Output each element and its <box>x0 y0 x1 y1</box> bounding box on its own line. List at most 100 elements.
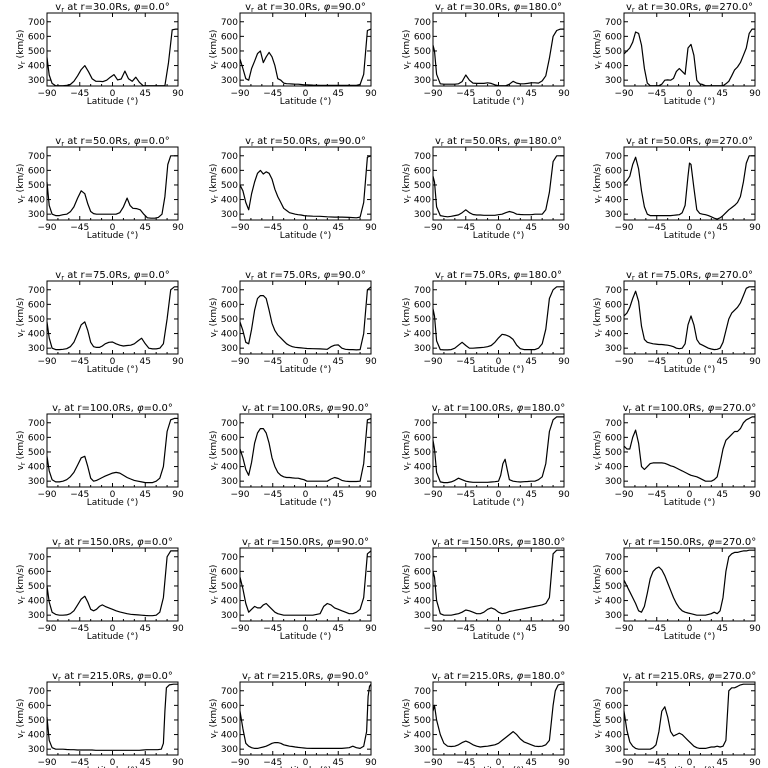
x-tick-label: 90 <box>365 357 377 367</box>
panel-r75.0-phi270.0: vr at r=75.0Rs, φ=270.0°300400500600700−… <box>593 270 761 375</box>
title-rest: at r=50.0Rs, <box>64 136 134 147</box>
y-tick-label: 600 <box>605 32 622 42</box>
vr-series-line <box>432 549 564 616</box>
ylabel-sub: r <box>405 195 413 198</box>
x-tick-label: −90 <box>38 758 57 768</box>
title-sub: r <box>629 541 632 549</box>
title-phi: φ <box>134 2 141 13</box>
y-tick-label: 600 <box>414 166 431 176</box>
panel-title: vr at r=150.0Rs, φ=90.0° <box>242 537 369 549</box>
x-tick-label: −90 <box>615 758 634 768</box>
title-phival: =0.0° <box>140 2 169 13</box>
ylabel-unit: (km/s) <box>16 298 26 330</box>
ylabel-sub: r <box>19 61 27 64</box>
ylabel-unit: (km/s) <box>402 699 412 731</box>
panel-r215.0-phi0.0: vr at r=215.0Rs, φ=0.0°300400500600700−9… <box>16 671 184 768</box>
x-tick-label: 0 <box>303 357 309 367</box>
ylabel-sub: r <box>212 462 220 465</box>
y-tick-label: 400 <box>221 330 238 340</box>
ylabel-unit: (km/s) <box>593 431 603 463</box>
ylabel-v: v <box>402 598 412 604</box>
x-tick-label: −45 <box>647 624 666 634</box>
x-tick-label: −90 <box>424 89 443 99</box>
title-rest: at r=100.0Rs, <box>61 403 137 414</box>
x-tick-label: 90 <box>172 490 184 500</box>
ylabel-sub: r <box>19 596 27 599</box>
x-tick-label: 90 <box>365 89 377 99</box>
vr-series-line <box>239 417 372 483</box>
ylabel-unit: (km/s) <box>209 298 219 330</box>
plot-frame <box>239 146 372 221</box>
y-tick-label: 600 <box>221 300 238 310</box>
y-tick-label: 700 <box>28 553 45 563</box>
panel-r50.0-phi270.0: vr at r=50.0Rs, φ=270.0°300400500600700−… <box>593 136 761 241</box>
title-phival: =0.0° <box>144 403 173 414</box>
title-vr: v <box>52 403 58 414</box>
title-rest: at r=150.0Rs, <box>61 537 137 548</box>
ylabel-sub: r <box>405 596 413 599</box>
x-axis-label: Latitude (°) <box>664 231 715 241</box>
y-tick-label: 400 <box>605 196 622 206</box>
x-tick-label: 90 <box>558 624 570 634</box>
x-tick-label: −45 <box>263 758 282 768</box>
title-phi: φ <box>324 270 331 281</box>
ylabel-sub: r <box>212 730 220 733</box>
title-phival: =90.0° <box>330 2 366 13</box>
y-axis-label: vr (km/s) <box>402 431 413 471</box>
y-tick-label: 400 <box>605 463 622 473</box>
y-axis-label: vr (km/s) <box>16 565 27 605</box>
panel-r100.0-phi180.0: vr at r=100.0Rs, φ=180.0°300400500600700… <box>402 403 570 508</box>
x-tick-label: 0 <box>496 758 502 768</box>
panel-title: vr at r=215.0Rs, φ=90.0° <box>242 671 369 683</box>
title-sub: r <box>61 140 64 148</box>
vr-series-line <box>623 28 755 87</box>
x-tick-label: −90 <box>424 223 443 233</box>
x-tick-label: 45 <box>140 624 151 634</box>
x-tick-label: 45 <box>333 223 344 233</box>
y-tick-label: 300 <box>414 745 431 755</box>
vr-series-line <box>46 155 178 219</box>
vr-series-line <box>432 416 564 484</box>
y-tick-label: 500 <box>414 582 431 592</box>
title-rest: at r=50.0Rs, <box>254 136 324 147</box>
ylabel-unit: (km/s) <box>402 431 412 463</box>
x-tick-label: −45 <box>647 223 666 233</box>
x-tick-label: 90 <box>365 490 377 500</box>
panel-title: vr at r=30.0Rs, φ=90.0° <box>245 2 366 14</box>
x-tick-label: −45 <box>70 357 89 367</box>
panel-title: vr at r=50.0Rs, φ=90.0° <box>245 136 366 148</box>
x-axis-label: Latitude (°) <box>473 498 524 508</box>
vr-series-line <box>46 286 178 351</box>
ylabel-v: v <box>593 464 603 470</box>
x-tick-label: 0 <box>303 758 309 768</box>
y-tick-label: 300 <box>605 210 622 220</box>
title-phival: =270.0° <box>711 2 753 13</box>
x-tick-label: −90 <box>38 357 57 367</box>
y-tick-label: 600 <box>221 166 238 176</box>
title-phival: =180.0° <box>523 403 565 414</box>
x-axis-label: Latitude (°) <box>87 766 138 768</box>
title-rest: at r=150.0Rs, <box>632 537 708 548</box>
ylabel-v: v <box>209 197 219 203</box>
y-tick-label: 700 <box>414 18 431 28</box>
title-vr: v <box>432 671 438 682</box>
title-rest: at r=75.0Rs, <box>254 270 324 281</box>
title-phi: φ <box>327 671 334 682</box>
x-tick-label: 0 <box>110 758 116 768</box>
y-tick-label: 700 <box>605 152 622 162</box>
title-rest: at r=30.0Rs, <box>635 2 705 13</box>
panel-r75.0-phi0.0: vr at r=75.0Rs, φ=0.0°300400500600700−90… <box>16 270 184 375</box>
x-axis-label: Latitude (°) <box>280 498 331 508</box>
y-tick-label: 700 <box>605 18 622 28</box>
x-tick-label: −90 <box>231 223 250 233</box>
x-axis-label: Latitude (°) <box>473 231 524 241</box>
ylabel-v: v <box>16 331 26 337</box>
title-vr: v <box>242 671 248 682</box>
panel-title: vr at r=100.0Rs, φ=270.0° <box>623 403 756 415</box>
vr-series-line <box>432 683 564 748</box>
ylabel-sub: r <box>596 462 604 465</box>
title-phival: =180.0° <box>520 136 562 147</box>
y-tick-label: 600 <box>28 300 45 310</box>
y-axis-label: vr (km/s) <box>593 164 604 204</box>
